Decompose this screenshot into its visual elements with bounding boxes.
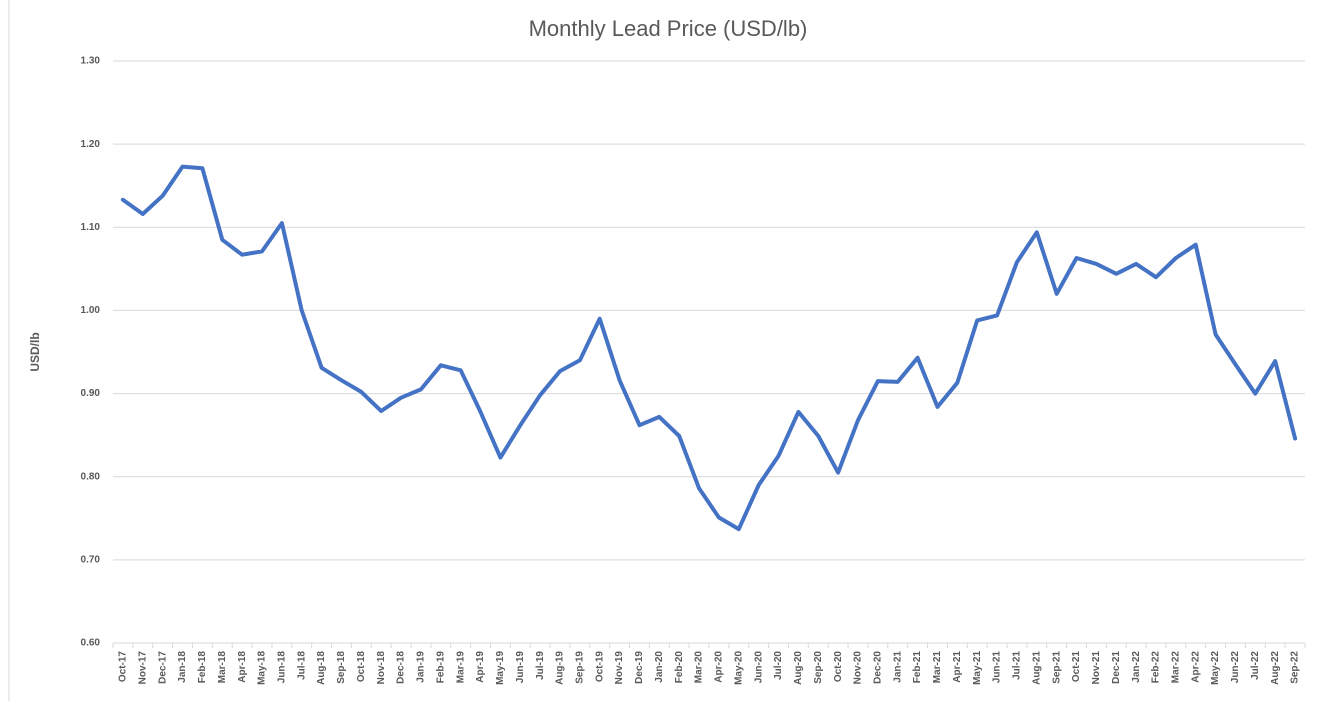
x-tick-label: Jan-20	[654, 651, 665, 683]
x-tick-label: Mar-21	[932, 651, 943, 684]
x-tick-label: Oct-20	[833, 651, 844, 683]
x-tick-label: Aug-18	[316, 651, 327, 685]
x-tick-label: Aug-20	[793, 651, 804, 685]
x-tick-label: Jul-22	[1250, 651, 1261, 680]
x-tick-label: Jan-22	[1131, 651, 1142, 683]
x-tick-label: Sep-21	[1051, 651, 1062, 684]
y-axis-title: USD/lb	[28, 332, 42, 371]
x-tick-label: May-21	[972, 651, 983, 685]
x-tick-label: Dec-20	[873, 651, 884, 684]
x-tick-label: May-20	[733, 651, 744, 685]
x-tick-label: Dec-21	[1111, 651, 1122, 684]
x-tick-label: Nov-18	[376, 651, 387, 685]
x-tick-label: Mar-18	[217, 651, 228, 684]
x-tick-label: Jul-20	[773, 651, 784, 680]
x-tick-label: Apr-21	[952, 651, 963, 683]
x-tick-label: Aug-19	[555, 651, 566, 685]
x-tick-label: Jan-18	[177, 651, 188, 683]
y-tick-label: 1.10	[81, 222, 101, 233]
x-tick-label: Oct-19	[594, 651, 605, 683]
x-tick-label: Feb-18	[197, 651, 208, 684]
x-tick-label: Oct-18	[356, 651, 367, 683]
x-tick-label: Feb-19	[435, 651, 446, 684]
x-tick-label: Dec-17	[157, 651, 168, 684]
x-tick-label: Jun-19	[515, 651, 526, 684]
y-tick-label: 0.80	[81, 471, 101, 482]
data-line	[120, 164, 1298, 532]
x-tick-label: Apr-22	[1190, 651, 1201, 683]
x-tick-label: Nov-20	[853, 651, 864, 685]
x-tick-label: Jul-19	[535, 651, 546, 680]
x-tick-label: Mar-19	[455, 651, 466, 684]
x-tick-label: Nov-21	[1091, 651, 1102, 685]
y-tick-label: 1.30	[81, 56, 101, 67]
x-tick-label: Apr-20	[714, 651, 725, 683]
x-tick-label: Mar-22	[1171, 651, 1182, 684]
y-tick-label: 1.20	[81, 139, 101, 150]
x-tick-label: Nov-19	[614, 651, 625, 685]
x-tick-label: Aug-21	[1031, 651, 1042, 685]
x-tick-label: Sep-20	[813, 651, 824, 684]
x-tick-label: Jun-18	[277, 651, 288, 684]
x-tick-label: Oct-17	[118, 651, 129, 683]
x-tick-label: Jul-18	[296, 651, 307, 680]
x-tick-label: Jun-20	[753, 651, 764, 684]
x-tick-label: Dec-19	[634, 651, 645, 684]
x-tick-label: Mar-20	[694, 651, 705, 684]
x-tick-label: Feb-21	[912, 651, 923, 684]
x-tick-label: Apr-18	[237, 651, 248, 683]
chart-title: Monthly Lead Price (USD/lb)	[529, 16, 808, 41]
x-tick-label: Aug-22	[1270, 651, 1281, 685]
x-tick-label: Nov-17	[137, 651, 148, 685]
x-tick-label: May-18	[257, 651, 268, 685]
x-tick-label: Sep-22	[1290, 651, 1301, 684]
x-tick-label: Jul-21	[1012, 651, 1023, 680]
x-tick-label: Jun-21	[992, 651, 1003, 684]
y-tick-label: 0.90	[81, 388, 101, 399]
x-tick-label: May-19	[495, 651, 506, 685]
x-tick-label: Sep-18	[336, 651, 347, 684]
y-tick-label: 1.00	[81, 305, 101, 316]
x-tick-label: Jan-19	[416, 651, 427, 683]
x-tick-label: Feb-22	[1151, 651, 1162, 684]
x-tick-label: Jun-22	[1230, 651, 1241, 684]
x-tick-label: Oct-21	[1071, 651, 1082, 683]
x-tick-label: Apr-19	[475, 651, 486, 683]
x-tick-label: Sep-19	[575, 651, 586, 684]
y-tick-label: 0.70	[81, 554, 101, 565]
x-tick-label: Dec-18	[396, 651, 407, 684]
x-tick-label: Jan-21	[892, 651, 903, 683]
x-tick-label: May-22	[1210, 651, 1221, 685]
x-tick-label: Feb-20	[674, 651, 685, 684]
y-tick-label: 0.60	[81, 638, 101, 649]
